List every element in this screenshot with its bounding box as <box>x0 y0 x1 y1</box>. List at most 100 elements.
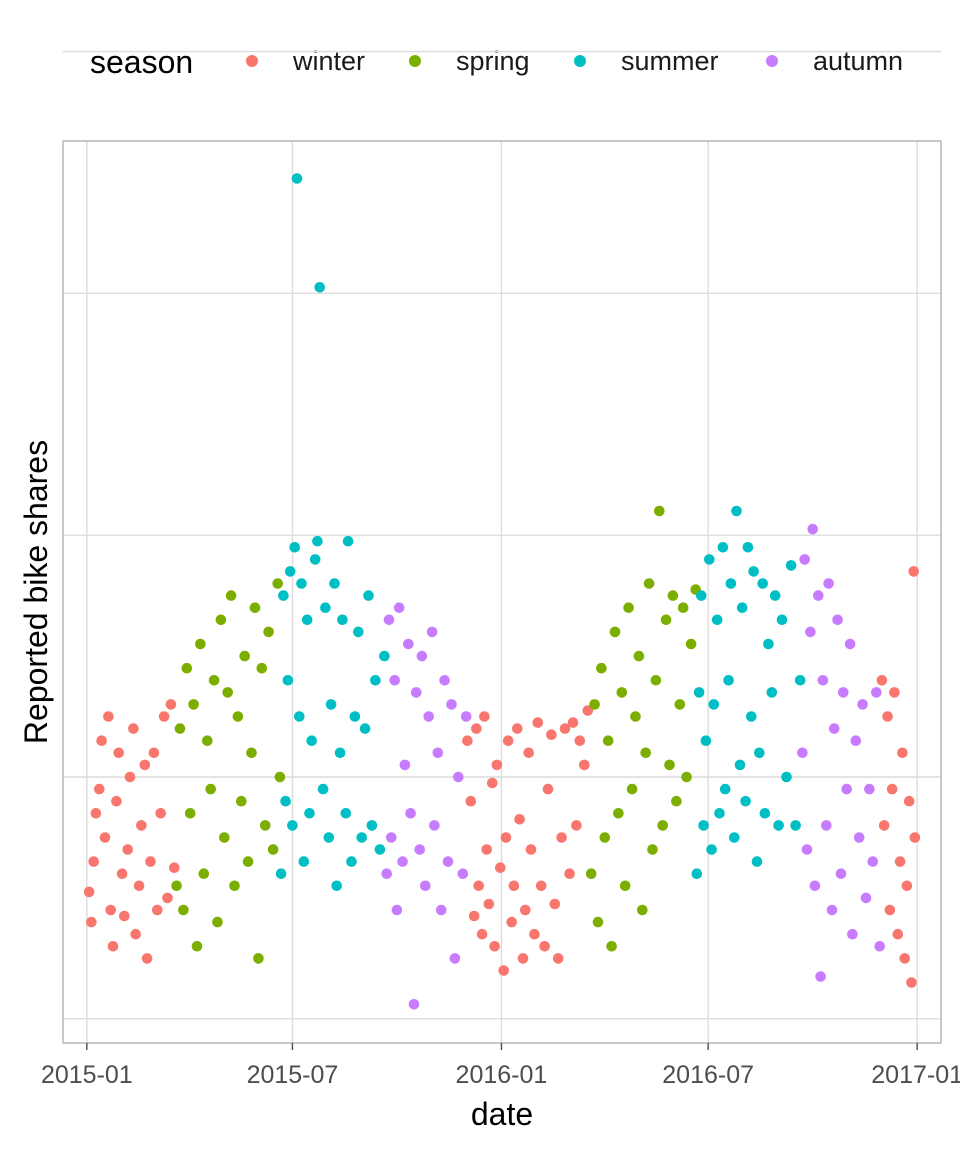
data-point-summer <box>769 590 781 601</box>
data-point-summer <box>306 735 318 746</box>
data-point-summer <box>794 675 806 686</box>
data-point-winter <box>892 928 904 940</box>
x-axis-title: date <box>471 1096 533 1132</box>
data-point-winter <box>128 723 139 734</box>
data-point-spring <box>616 687 628 698</box>
data-point-winter <box>571 820 582 831</box>
data-point-spring <box>208 675 220 686</box>
data-point-winter <box>462 735 473 746</box>
data-point-autumn <box>826 904 838 916</box>
data-point-winter <box>116 868 128 879</box>
legend-key-spring <box>409 55 421 67</box>
data-point-autumn <box>386 832 397 843</box>
data-point-spring <box>585 868 597 879</box>
data-point-autumn <box>416 650 428 662</box>
data-point-winter <box>535 880 547 892</box>
data-point-winter <box>886 783 898 795</box>
data-point-summer <box>374 844 386 855</box>
data-point-summer <box>284 566 296 577</box>
data-point-winter <box>491 759 503 771</box>
data-point-spring <box>606 941 617 952</box>
data-point-winter <box>148 747 160 759</box>
data-point-winter <box>483 898 495 910</box>
data-point-winter <box>113 747 124 759</box>
series-winter <box>83 566 921 988</box>
data-point-autumn <box>429 820 440 831</box>
data-point-spring <box>229 880 240 892</box>
data-point-winter <box>894 856 906 867</box>
data-point-winter <box>169 862 180 873</box>
data-point-winter <box>130 928 141 940</box>
data-point-winter <box>901 880 913 892</box>
data-point-spring <box>263 626 274 638</box>
data-point-autumn <box>821 820 832 831</box>
data-point-autumn <box>403 638 414 650</box>
x-tick-label: 2016-01 <box>456 1061 548 1089</box>
data-point-summer <box>356 832 368 843</box>
data-point-autumn <box>399 759 411 771</box>
data-point-autumn <box>805 626 816 638</box>
data-point-spring <box>619 880 631 892</box>
data-point-winter <box>133 880 145 892</box>
data-point-spring <box>236 795 247 807</box>
data-point-autumn <box>871 687 882 698</box>
data-point-spring <box>626 783 638 795</box>
data-point-summer <box>696 590 707 601</box>
data-point-summer <box>746 711 757 722</box>
data-point-winter <box>498 965 510 976</box>
data-point-summer <box>700 735 712 746</box>
data-point-autumn <box>807 523 818 535</box>
x-tick-label: 2015-07 <box>247 1061 339 1089</box>
data-point-autumn <box>389 675 401 686</box>
data-point-winter <box>559 723 571 734</box>
data-point-winter <box>574 735 586 746</box>
data-point-winter <box>90 808 102 819</box>
legend-label-autumn: autumn <box>813 46 903 76</box>
data-point-summer <box>717 542 729 553</box>
data-points <box>83 173 921 1010</box>
data-point-spring <box>671 795 682 807</box>
data-point-winter <box>529 928 540 940</box>
data-point-winter <box>489 941 500 952</box>
data-point-autumn <box>844 638 856 650</box>
data-point-winter <box>479 711 490 722</box>
data-point-autumn <box>864 783 875 795</box>
data-point-spring <box>623 602 634 613</box>
data-point-winter <box>508 880 520 892</box>
data-point-autumn <box>853 832 865 843</box>
data-point-spring <box>184 808 196 819</box>
data-point-winter <box>165 699 177 710</box>
data-point-winter <box>94 783 105 795</box>
data-point-winter <box>145 856 156 867</box>
data-point-autumn <box>435 904 447 916</box>
plot-panel <box>62 50 942 1044</box>
data-point-autumn <box>823 578 834 589</box>
data-point-spring <box>664 759 675 771</box>
data-point-autumn <box>426 626 438 638</box>
data-point-summer <box>751 856 763 867</box>
data-point-spring <box>647 844 658 855</box>
data-point-winter <box>520 904 531 916</box>
data-point-summer <box>296 578 307 589</box>
data-point-winter <box>119 910 130 922</box>
data-point-winter <box>111 795 122 807</box>
data-point-summer <box>714 808 725 819</box>
data-point-winter <box>908 566 919 577</box>
data-point-spring <box>650 675 662 686</box>
data-point-summer <box>280 795 291 807</box>
data-point-winter <box>124 771 136 783</box>
legend: season winter spring summer autumn <box>90 44 903 80</box>
data-point-winter <box>473 880 485 892</box>
data-point-autumn <box>835 868 847 879</box>
data-point-summer <box>363 590 374 601</box>
data-point-spring <box>592 916 604 928</box>
data-point-autumn <box>801 844 813 855</box>
data-point-spring <box>215 614 227 626</box>
data-point-summer <box>320 602 331 613</box>
data-point-winter <box>542 783 554 795</box>
data-point-winter <box>906 977 917 988</box>
data-point-summer <box>275 868 287 879</box>
data-point-winter <box>549 898 561 910</box>
data-point-winter <box>517 953 529 964</box>
